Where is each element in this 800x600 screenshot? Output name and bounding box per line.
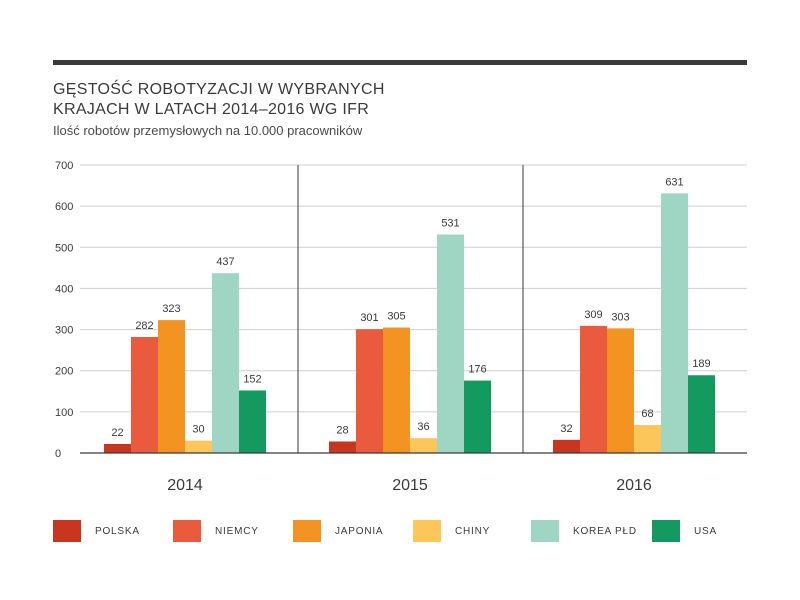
legend-item: NIEMCY xyxy=(173,519,259,543)
data-label: 437 xyxy=(216,256,234,268)
legend-swatch xyxy=(413,520,441,542)
data-label: 176 xyxy=(468,364,486,376)
bar xyxy=(239,390,266,453)
data-label: 68 xyxy=(641,408,653,420)
data-label: 303 xyxy=(611,311,629,323)
data-label: 22 xyxy=(111,427,123,439)
legend-swatch xyxy=(173,520,201,542)
legend-item: POLSKA xyxy=(53,519,140,543)
x-category-label: 2015 xyxy=(392,477,428,494)
bar xyxy=(437,234,464,453)
legend-label: KOREA PŁD xyxy=(573,525,637,537)
legend-item: JAPONIA xyxy=(293,519,383,543)
data-label: 305 xyxy=(387,311,405,323)
legend-swatch xyxy=(652,520,680,542)
legend-item: CHINY xyxy=(413,519,490,543)
bar xyxy=(553,439,580,453)
title-line-2: KRAJACH W LATACH 2014–2016 WG IFR xyxy=(53,101,370,118)
y-tick-label: 400 xyxy=(55,283,73,295)
bar xyxy=(661,193,688,454)
data-label: 631 xyxy=(665,176,683,188)
y-tick-label: 500 xyxy=(55,242,73,254)
legend-label: JAPONIA xyxy=(335,525,384,537)
legend-item: KOREA PŁD xyxy=(531,519,637,543)
data-label: 30 xyxy=(192,424,204,436)
y-tick-label: 700 xyxy=(55,160,73,172)
bar xyxy=(185,440,212,453)
data-label: 301 xyxy=(360,312,378,324)
bar xyxy=(580,325,607,453)
data-label: 531 xyxy=(441,218,459,230)
data-label: 32 xyxy=(560,423,572,435)
y-tick-label: 0 xyxy=(55,448,61,460)
y-tick-label: 300 xyxy=(55,325,73,337)
legend-item: USA xyxy=(652,519,717,543)
data-label: 323 xyxy=(162,303,180,315)
data-label: 36 xyxy=(417,421,429,433)
legend: POLSKA NIEMCY JAPONIA CHINY KOREA PŁD USA xyxy=(53,519,753,543)
bar xyxy=(607,328,634,453)
legend-label: NIEMCY xyxy=(215,525,259,537)
data-label: 309 xyxy=(584,309,602,321)
y-tick-label: 600 xyxy=(55,201,73,213)
data-label: 189 xyxy=(692,358,710,370)
data-label: 152 xyxy=(243,373,261,385)
bar xyxy=(329,441,356,453)
bar xyxy=(688,375,715,453)
top-rule xyxy=(53,60,747,65)
bar xyxy=(131,336,158,453)
data-label: 282 xyxy=(135,320,153,332)
legend-label: USA xyxy=(694,525,717,537)
legend-swatch xyxy=(293,520,321,542)
legend-label: CHINY xyxy=(455,525,491,537)
legend-label: POLSKA xyxy=(95,525,140,537)
y-tick-label: 200 xyxy=(55,366,73,378)
bar xyxy=(212,273,239,453)
title-line-1: GĘSTOŚĆ ROBOTYZACJI W WYBRANYCH xyxy=(53,81,385,98)
data-label: 28 xyxy=(336,424,348,436)
chart-title: GĘSTOŚĆ ROBOTYZACJI W WYBRANYCH KRAJACH … xyxy=(53,80,553,120)
bar xyxy=(464,380,491,453)
y-tick-label: 100 xyxy=(55,407,73,419)
bar xyxy=(158,320,185,453)
bar xyxy=(104,443,131,453)
bar xyxy=(410,438,437,453)
legend-swatch xyxy=(531,520,559,542)
bar xyxy=(356,329,383,453)
bar xyxy=(634,425,661,453)
bar xyxy=(383,327,410,453)
x-category-label: 2014 xyxy=(167,477,203,494)
x-category-label: 2016 xyxy=(616,477,652,494)
legend-swatch xyxy=(53,520,81,542)
chart-subtitle: Ilość robotów przemysłowych na 10.000 pr… xyxy=(53,123,363,138)
